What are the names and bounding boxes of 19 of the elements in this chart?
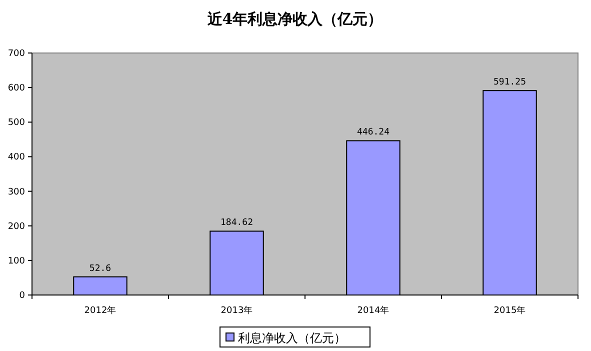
data-label: 446.24 [356, 128, 390, 138]
data-label: 591.25 [493, 78, 526, 88]
y-tick-label: 600 [8, 84, 26, 94]
legend-label: 利息净收入（亿元） [238, 331, 346, 345]
y-tick-label: 200 [8, 222, 26, 232]
x-tick-label: 2014年 [357, 305, 390, 316]
y-tick-label: 700 [8, 49, 26, 59]
y-tick-label: 500 [8, 118, 26, 128]
y-tick-label: 0 [19, 291, 26, 301]
data-label: 184.62 [220, 218, 254, 228]
data-label: 52.6 [89, 264, 112, 274]
x-tick-label: 2012年 [84, 305, 116, 316]
legend: 利息净收入（亿元） [220, 326, 370, 348]
y-tick-label: 300 [8, 187, 26, 198]
y-tick-label: 400 [8, 152, 26, 163]
x-tick-label: 2013年 [220, 305, 253, 316]
y-tick-label: 100 [8, 256, 26, 266]
chart-title: 近4年利息净收入（亿元） [206, 10, 383, 28]
x-tick-label: 2015年 [494, 305, 526, 316]
